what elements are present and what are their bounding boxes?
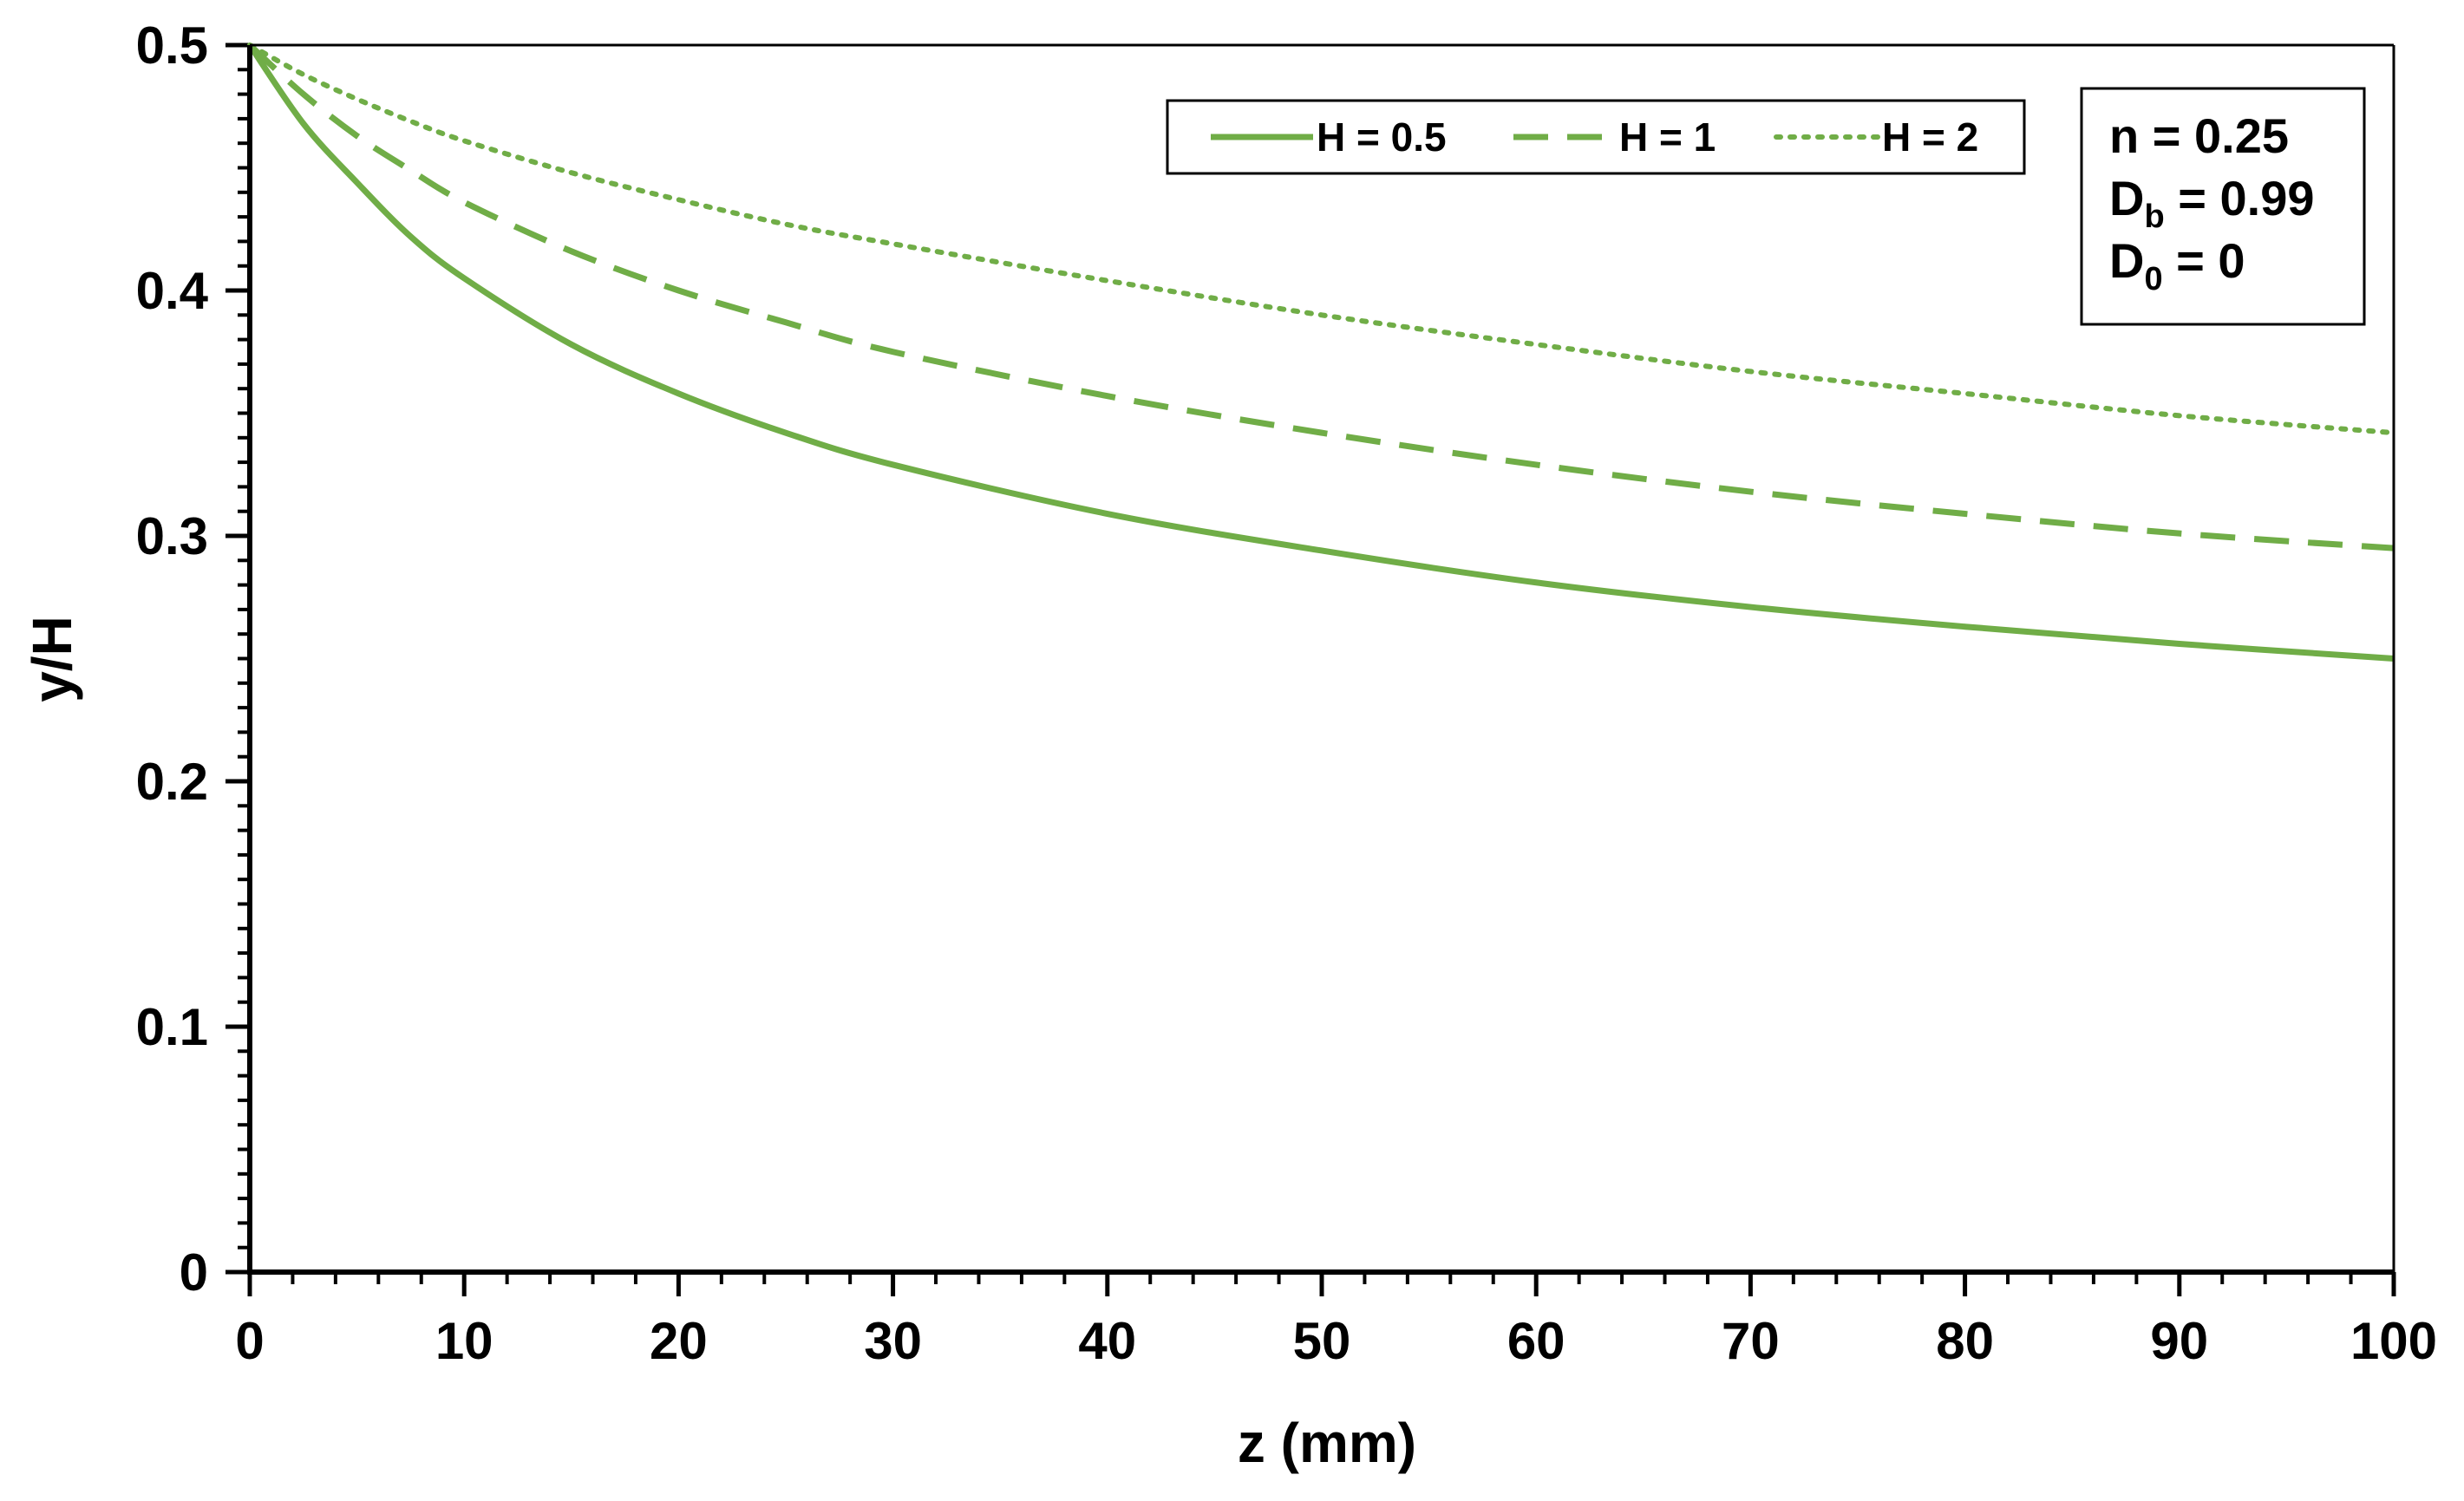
x-tick-label: 70 (1722, 1312, 1780, 1370)
series-layer (247, 42, 2396, 662)
parameter-line-1: n = 0.25 (2109, 108, 2289, 163)
series-line-3 (247, 42, 2396, 436)
series-line-2 (247, 42, 2395, 551)
x-tick-label: 80 (1936, 1312, 1994, 1370)
x-tick-label: 50 (1293, 1312, 1351, 1370)
x-axis-title: z (mm) (1238, 1412, 1416, 1474)
legend-label-1: H = 0.5 (1317, 114, 1447, 160)
minor-ticks (238, 68, 2353, 1284)
x-tick-labels: 0 10 20 30 40 50 60 70 80 90 100 (235, 1312, 2437, 1370)
y-tick-label: 0.4 (136, 262, 209, 320)
x-tick-label: 40 (1078, 1312, 1136, 1370)
y-tick-label: 0.2 (136, 753, 208, 811)
parameter-line-3: D0 = 0 (2109, 233, 2245, 297)
y-tick-label: 0 (180, 1243, 208, 1302)
x-tick-label: 90 (2150, 1312, 2208, 1370)
legend-label-2: H = 1 (1619, 114, 1716, 160)
x-tick-label: 60 (1507, 1312, 1565, 1370)
legend-items: H = 0.5 H = 1 H = 2 (1211, 114, 1978, 160)
x-tick-label: 30 (864, 1312, 922, 1370)
y-tick-labels: 0 0.1 0.2 0.3 0.4 0.5 (136, 16, 209, 1302)
x-tick-label: 10 (435, 1312, 493, 1370)
y-tick-label: 0.3 (136, 507, 208, 565)
legend-label-3: H = 2 (1882, 114, 1978, 160)
x-tick-label: 100 (2350, 1312, 2437, 1370)
y-axis-title: y/H (21, 616, 83, 702)
major-ticks (225, 42, 2396, 1296)
x-tick-label: 0 (235, 1312, 264, 1370)
parameter-box-frame (2080, 87, 2366, 326)
x-tick-label: 20 (650, 1312, 708, 1370)
parameter-line-2: Db = 0.99 (2109, 171, 2314, 235)
legend: H = 0.5 H = 1 H = 2 (1166, 99, 2026, 175)
series-line-1 (247, 43, 2395, 662)
y-tick-label: 0.5 (136, 16, 208, 75)
y-tick-label: 0.1 (136, 998, 208, 1056)
